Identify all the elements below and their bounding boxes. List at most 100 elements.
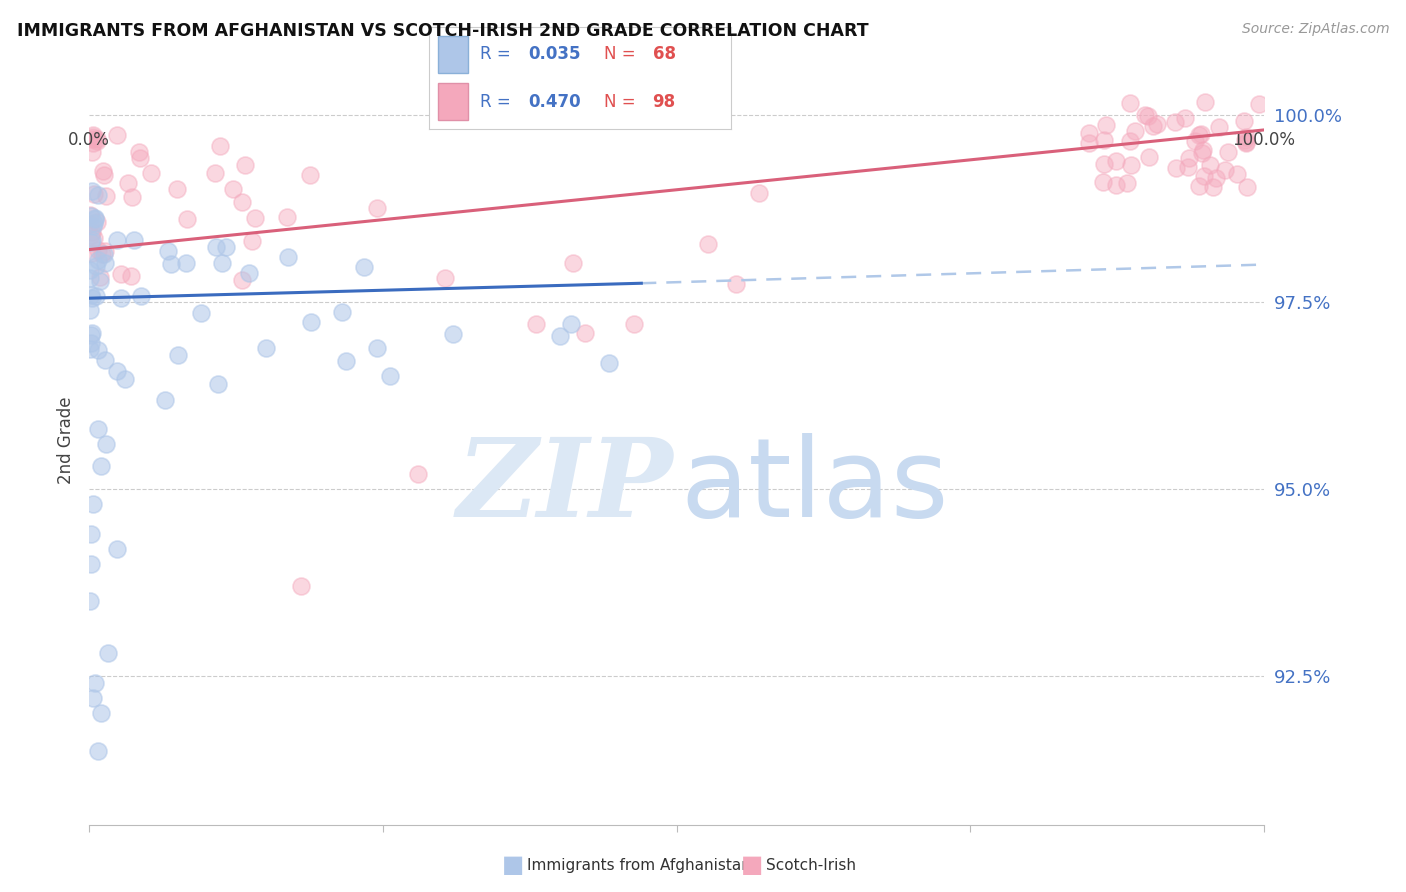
Point xyxy=(1205,171,1227,186)
Point xyxy=(1092,157,1115,171)
Point xyxy=(231,273,253,287)
Text: N =: N = xyxy=(605,45,641,63)
Point xyxy=(1133,108,1156,122)
Point xyxy=(1137,150,1160,164)
Point xyxy=(215,240,238,254)
Point xyxy=(82,292,104,306)
Point xyxy=(1208,120,1230,135)
Point xyxy=(1188,179,1211,194)
Point xyxy=(105,233,128,247)
Point xyxy=(82,497,104,511)
Point xyxy=(82,136,104,150)
Point xyxy=(117,176,139,190)
Point xyxy=(574,326,596,341)
Point xyxy=(1116,176,1139,190)
Point xyxy=(1094,118,1116,132)
Point xyxy=(256,341,278,355)
Point xyxy=(1213,163,1236,178)
Point xyxy=(84,289,107,303)
Point xyxy=(80,288,103,302)
Point xyxy=(84,259,107,273)
Text: ■: ■ xyxy=(741,854,763,877)
Point xyxy=(86,253,108,268)
Point xyxy=(1118,96,1140,111)
Point xyxy=(406,467,429,481)
Point xyxy=(105,364,128,378)
Point xyxy=(1105,178,1128,193)
Point xyxy=(524,318,547,332)
Point xyxy=(86,215,108,229)
Point xyxy=(87,188,110,202)
Point xyxy=(82,691,104,706)
Point xyxy=(1123,123,1146,137)
Point xyxy=(114,372,136,386)
Point xyxy=(1177,161,1199,175)
Point xyxy=(83,211,105,226)
Point xyxy=(1198,158,1220,172)
Text: IMMIGRANTS FROM AFGHANISTAN VS SCOTCH-IRISH 2ND GRADE CORRELATION CHART: IMMIGRANTS FROM AFGHANISTAN VS SCOTCH-IR… xyxy=(17,22,869,40)
Text: Scotch-Irish: Scotch-Irish xyxy=(766,858,856,872)
Point xyxy=(1105,153,1128,168)
Point xyxy=(87,744,110,758)
Point xyxy=(90,459,112,474)
Text: ■: ■ xyxy=(502,854,524,877)
Point xyxy=(110,267,132,281)
Point xyxy=(153,392,176,407)
Point xyxy=(725,277,748,291)
Point xyxy=(240,234,263,248)
Point xyxy=(82,233,104,247)
Point xyxy=(748,186,770,200)
Point xyxy=(176,256,198,270)
Point xyxy=(86,244,108,258)
Point xyxy=(94,437,117,451)
Point xyxy=(79,209,101,223)
Point xyxy=(277,250,299,264)
Point xyxy=(80,327,103,342)
Point xyxy=(89,274,111,288)
Text: 0.0%: 0.0% xyxy=(67,131,110,149)
Point xyxy=(82,145,104,159)
Point xyxy=(83,216,105,230)
Text: 98: 98 xyxy=(652,93,676,111)
Point xyxy=(233,158,256,172)
Text: 68: 68 xyxy=(652,45,675,63)
Point xyxy=(243,211,266,225)
Point xyxy=(160,257,183,271)
Point xyxy=(93,169,115,183)
Point xyxy=(276,210,298,224)
Point xyxy=(80,228,103,243)
Point xyxy=(82,132,104,146)
Point xyxy=(83,187,105,202)
Point xyxy=(94,353,117,368)
Point xyxy=(1191,146,1213,161)
Point xyxy=(166,182,188,196)
Point xyxy=(1163,114,1185,128)
Point xyxy=(157,244,180,259)
Point xyxy=(1192,169,1215,183)
Point xyxy=(330,305,353,319)
Point xyxy=(80,235,103,250)
Point xyxy=(167,348,190,362)
Point xyxy=(1216,145,1239,160)
Point xyxy=(1191,144,1213,158)
Point xyxy=(82,219,104,234)
Text: R =: R = xyxy=(481,93,516,111)
Point xyxy=(366,342,388,356)
Point xyxy=(79,594,101,608)
Point xyxy=(82,185,104,199)
Point xyxy=(1136,109,1159,123)
Point xyxy=(366,202,388,216)
Point xyxy=(110,291,132,305)
Point xyxy=(209,139,232,153)
Text: ZIP: ZIP xyxy=(457,433,673,541)
Point xyxy=(176,212,198,227)
Point xyxy=(91,164,114,178)
Point xyxy=(87,343,110,357)
Point xyxy=(89,270,111,285)
Point xyxy=(1234,133,1257,147)
Point xyxy=(91,247,114,261)
Text: R =: R = xyxy=(481,45,516,63)
Point xyxy=(1188,128,1211,142)
Point xyxy=(93,244,115,258)
Point xyxy=(80,209,103,223)
